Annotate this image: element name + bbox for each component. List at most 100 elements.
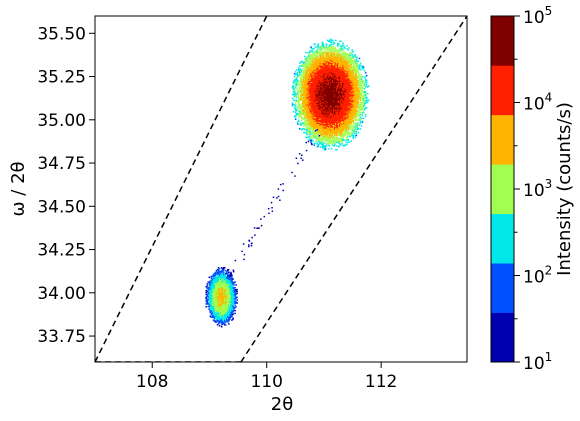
- intensity-cell: [305, 83, 307, 85]
- intensity-cell: [315, 50, 317, 52]
- intensity-cell: [310, 103, 312, 105]
- intensity-cell: [352, 97, 355, 100]
- intensity-cell: [317, 76, 320, 79]
- intensity-cell: [352, 75, 355, 78]
- intensity-cell: [317, 137, 320, 140]
- intensity-cell: [348, 68, 350, 70]
- intensity-cell: [327, 129, 330, 131]
- intensity-cell: [339, 40, 341, 43]
- intensity-cell: [340, 57, 342, 60]
- intensity-cell: [318, 103, 321, 105]
- intensity-cell: [341, 47, 343, 49]
- intensity-cell: [301, 77, 303, 80]
- intensity-cell: [303, 110, 305, 112]
- intensity-cell: [334, 103, 336, 105]
- intensity-cell: [334, 54, 336, 57]
- intensity-cell: [327, 116, 330, 119]
- intensity-cell: [322, 66, 325, 68]
- intensity-cell: [325, 48, 328, 50]
- intensity-cell: [334, 138, 336, 141]
- intensity-cell: [343, 108, 345, 110]
- intensity-cell: [345, 107, 347, 109]
- intensity-cell: [304, 84, 306, 86]
- intensity-cell: [347, 92, 349, 95]
- intensity-cell: [331, 143, 334, 145]
- intensity-cell: [316, 104, 319, 106]
- intensity-cell: [334, 116, 336, 119]
- intensity-cell: [340, 99, 342, 102]
- intensity-cell: [355, 125, 358, 127]
- intensity-cell: [308, 116, 310, 119]
- intensity-cell: [335, 72, 337, 75]
- intensity-cell: [312, 126, 314, 128]
- intensity-cell: [345, 73, 347, 76]
- intensity-cell: [341, 66, 343, 68]
- intensity-cell: [351, 93, 354, 96]
- intensity-cell: [340, 119, 342, 122]
- intensity-cell: [361, 97, 364, 100]
- intensity-cell: [358, 67, 361, 69]
- intensity-cell: [326, 66, 329, 68]
- intensity-cell: [298, 62, 301, 64]
- intensity-cell: [312, 115, 314, 118]
- intensity-cell: [347, 125, 349, 127]
- intensity-cell: [332, 139, 335, 141]
- intensity-cell: [301, 99, 303, 102]
- intensity-cell: [325, 73, 328, 76]
- intensity-cell: [313, 131, 315, 134]
- intensity-cell: [312, 107, 314, 109]
- intensity-cell: [351, 71, 354, 74]
- intensity-cell: [320, 48, 323, 50]
- intensity-cell: [343, 116, 345, 119]
- intensity-cell: [319, 126, 322, 128]
- intensity-cell: [330, 98, 333, 101]
- intensity-cell: [326, 47, 329, 49]
- intensity-cell: [344, 52, 346, 55]
- intensity-cell: [312, 114, 314, 117]
- intensity-cell: [323, 52, 326, 54]
- intensity-cell: [345, 86, 347, 88]
- intensity-cell: [317, 117, 320, 120]
- intensity-cell: [329, 139, 332, 141]
- intensity-cell: [292, 111, 295, 113]
- intensity-cell: [332, 71, 335, 74]
- intensity-cell: [325, 70, 328, 72]
- intensity-cell: [304, 78, 306, 81]
- intensity-cell: [326, 88, 329, 90]
- intensity-cell: [316, 105, 319, 107]
- intensity-cell: [327, 148, 330, 150]
- intensity-cell: [349, 92, 351, 95]
- intensity-cell: [304, 123, 306, 125]
- intensity-cell: [300, 81, 302, 83]
- intensity-cell: [307, 97, 309, 100]
- intensity-cell: [330, 140, 333, 142]
- intensity-cell: [316, 94, 319, 97]
- intensity-cell: [344, 85, 346, 87]
- intensity-cell: [319, 125, 322, 127]
- intensity-cell: [340, 59, 342, 62]
- intensity-cell: [320, 142, 323, 144]
- intensity-cell: [306, 80, 308, 82]
- intensity-cell: [311, 53, 313, 56]
- intensity-cell: [309, 63, 311, 65]
- intensity-cell: [293, 91, 296, 93]
- intensity-cell: [323, 89, 326, 91]
- intensity-cell: [327, 49, 330, 51]
- intensity-cell: [325, 135, 328, 138]
- intensity-cell: [322, 96, 325, 99]
- intensity-cell: [324, 105, 327, 107]
- intensity-cell: [349, 96, 351, 99]
- intensity-cell: [352, 112, 355, 115]
- intensity-cell: [318, 52, 321, 55]
- intensity-cell: [346, 116, 348, 119]
- intensity-cell: [316, 106, 319, 108]
- intensity-cell: [354, 99, 357, 102]
- intensity-cell: [296, 90, 299, 92]
- intensity-cell: [318, 85, 321, 87]
- intensity-cell: [297, 108, 300, 110]
- intensity-cell: [355, 90, 358, 92]
- intensity-cell: [348, 100, 350, 102]
- intensity-cell: [314, 94, 316, 97]
- intensity-cell: [331, 73, 334, 76]
- intensity-cell: [339, 112, 341, 115]
